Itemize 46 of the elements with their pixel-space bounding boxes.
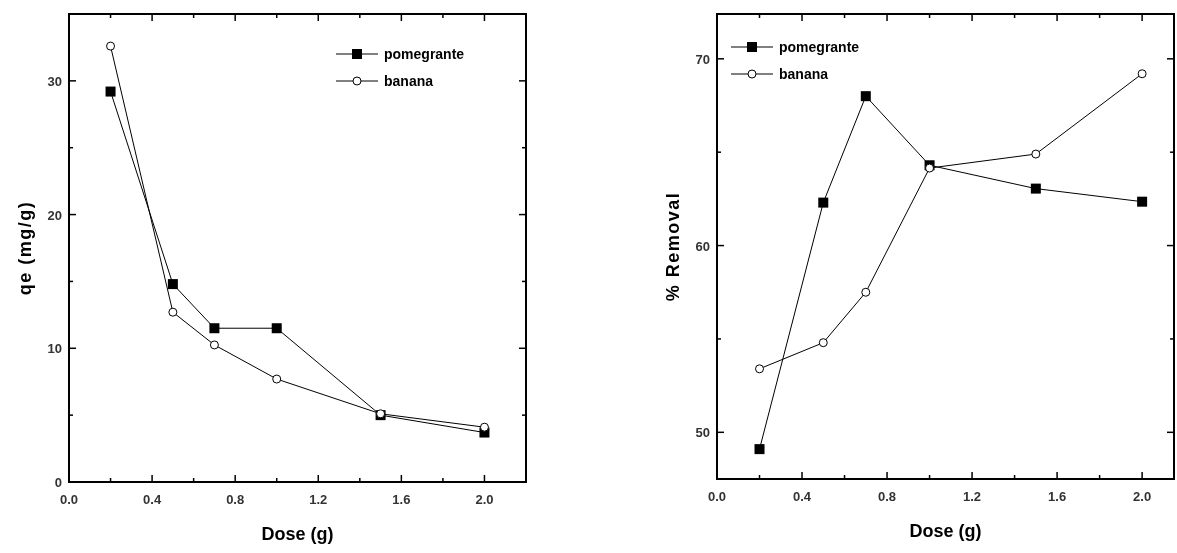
x-tick-label: 1.6 — [392, 492, 411, 507]
x-tick-label: 0.4 — [143, 492, 162, 507]
point — [1030, 183, 1041, 194]
point — [860, 91, 871, 102]
point — [1031, 149, 1041, 159]
point — [271, 323, 282, 334]
point — [167, 279, 178, 290]
x-tick-label: 0.8 — [226, 492, 245, 507]
y-tick-label: 50 — [695, 425, 710, 441]
legend-label: banana — [384, 73, 434, 89]
point — [105, 86, 116, 97]
point — [754, 444, 765, 455]
x-tick-label: 0.4 — [792, 489, 812, 504]
x-tick-label: 2.0 — [1133, 489, 1152, 504]
point — [209, 340, 219, 350]
y-tick-label: 0 — [54, 475, 62, 490]
x-axis-title: Dose (g) — [909, 521, 982, 541]
point — [106, 41, 116, 51]
point — [168, 307, 178, 317]
x-tick-label: 1.6 — [1048, 489, 1067, 504]
y-axis-title: % Removal — [663, 191, 683, 302]
y-tick-label: 70 — [695, 51, 710, 67]
x-tick-label: 1.2 — [963, 489, 982, 504]
point — [1137, 69, 1147, 79]
y-tick-label: 60 — [695, 238, 710, 254]
legend-label: pomegrante — [779, 39, 860, 55]
legend-label: pomegrante — [384, 46, 465, 62]
legend-label: banana — [779, 66, 829, 82]
point — [272, 374, 282, 384]
y-tick-label: 10 — [47, 341, 62, 357]
x-tick-label: 0.0 — [59, 492, 79, 507]
x-tick-label: 0.0 — [707, 489, 727, 504]
point — [479, 422, 489, 432]
point — [861, 287, 871, 297]
point — [755, 364, 765, 374]
y-axis-title: qe (mg/g) — [15, 200, 35, 296]
y-tick-label: 30 — [47, 73, 62, 89]
y-tick-label: 20 — [47, 207, 62, 223]
point — [1137, 196, 1148, 207]
x-tick-label: 0.8 — [878, 489, 897, 504]
x-tick-label: 1.2 — [309, 492, 328, 507]
point — [209, 323, 220, 334]
x-tick-label: 2.0 — [475, 492, 494, 507]
x-axis-title: Dose (g) — [261, 524, 334, 544]
point — [818, 338, 828, 348]
point — [818, 197, 829, 208]
